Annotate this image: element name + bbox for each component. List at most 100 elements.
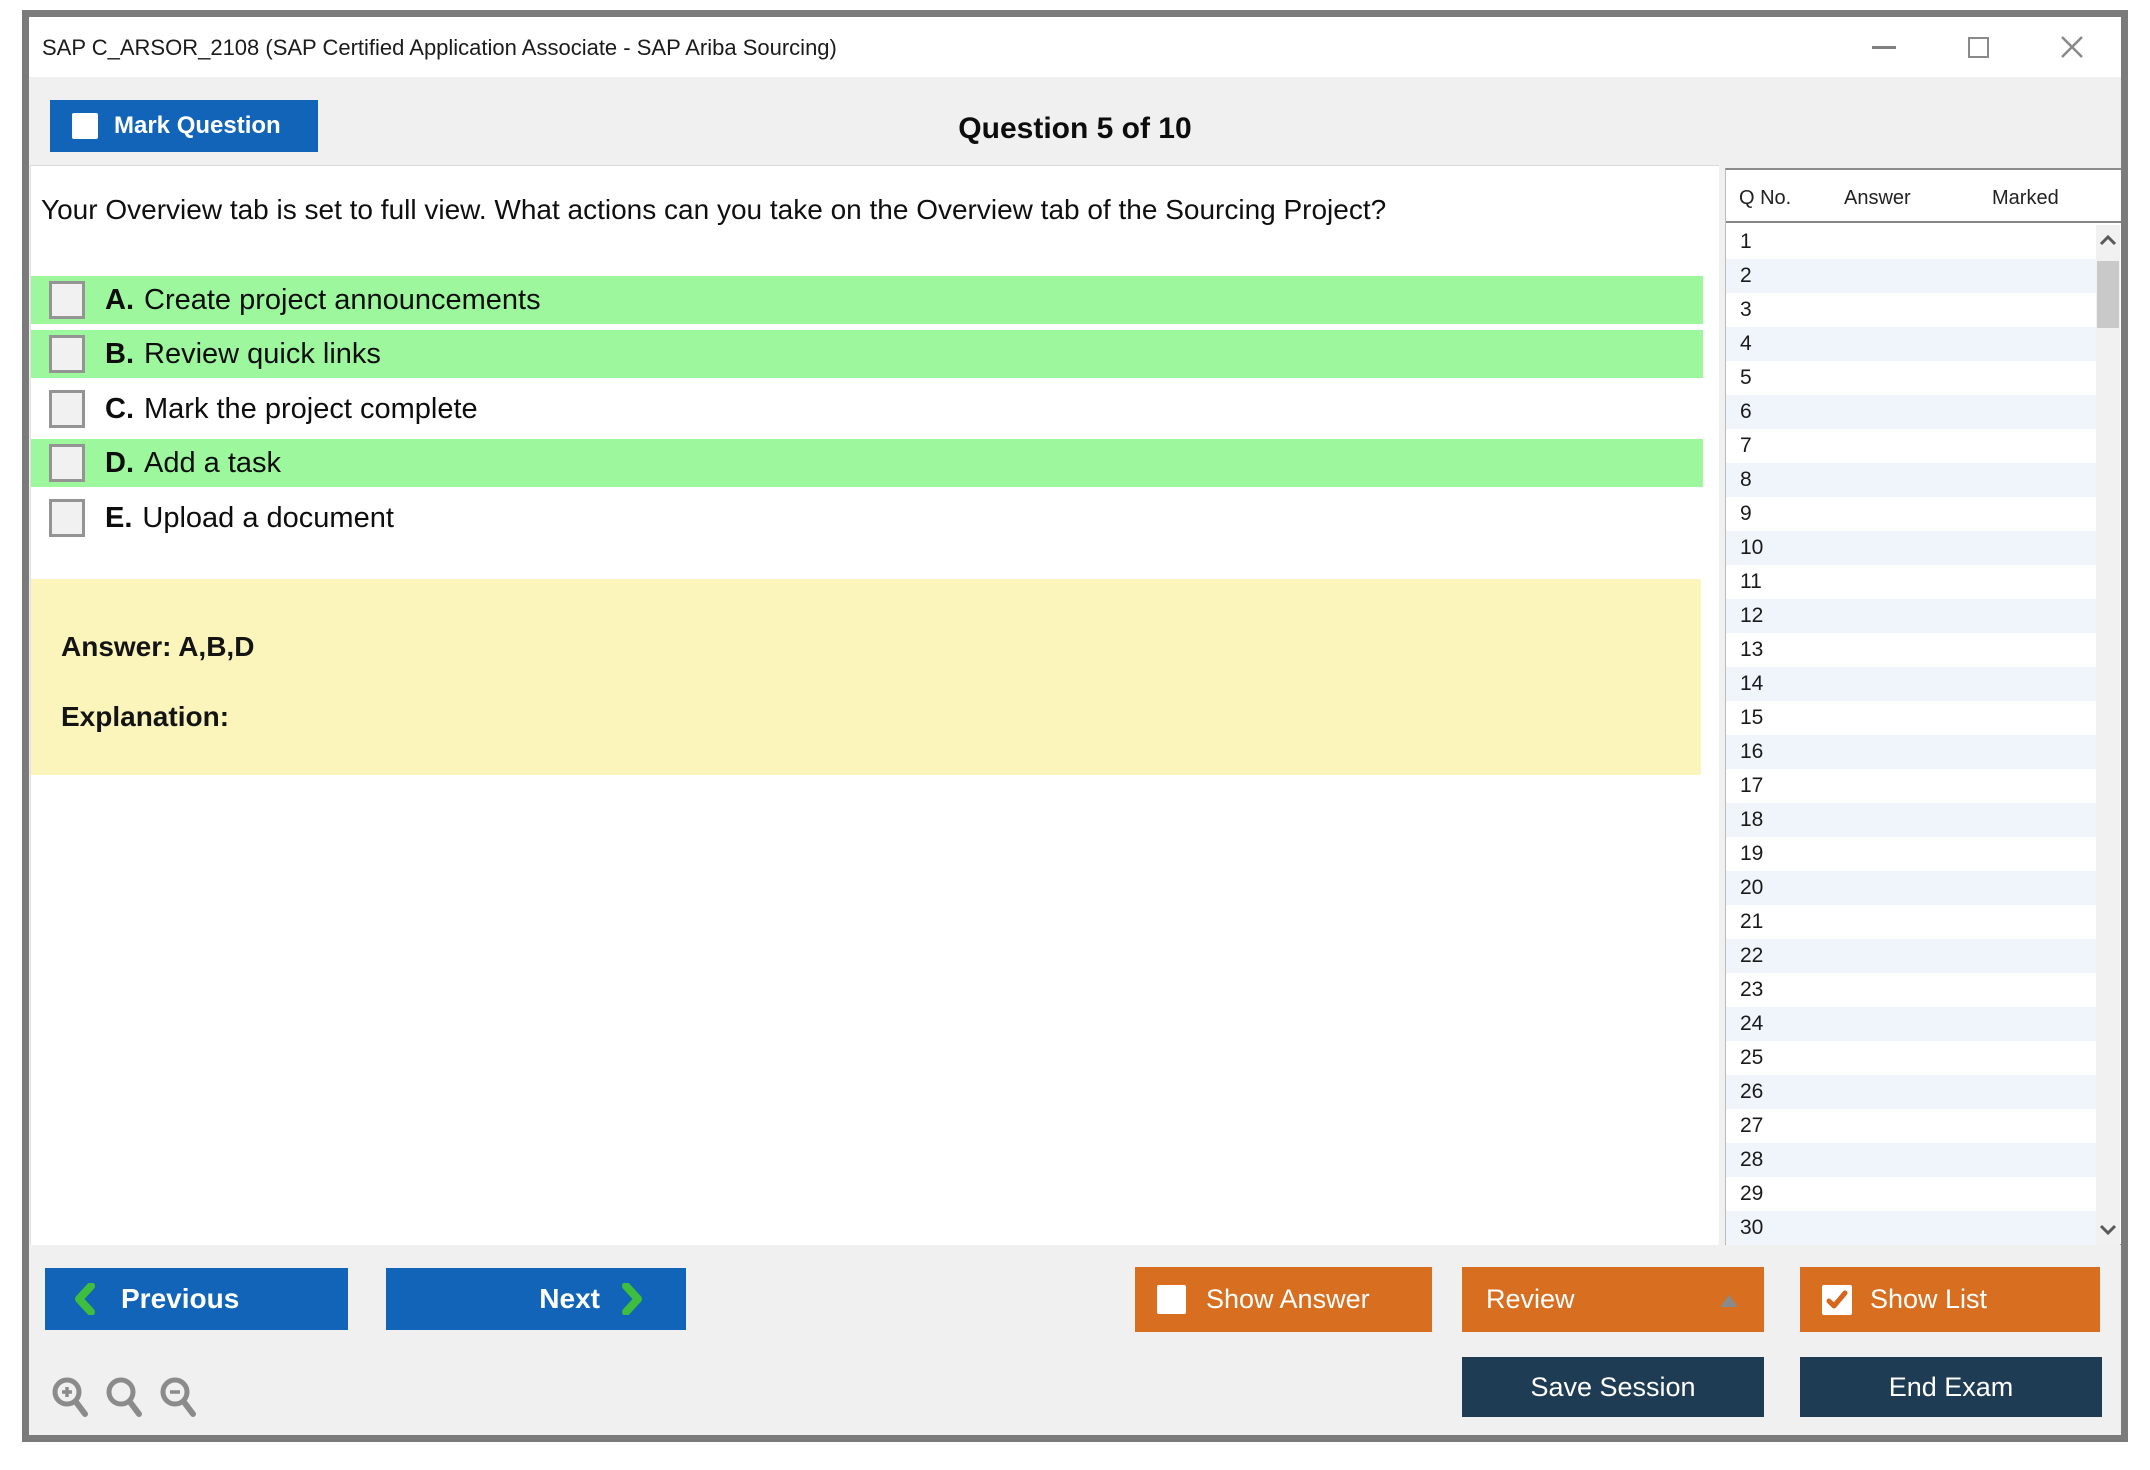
question-number: 16 xyxy=(1740,740,1764,763)
question-number: 13 xyxy=(1740,638,1764,661)
save-session-button[interactable]: Save Session xyxy=(1462,1357,1764,1417)
end-exam-label: End Exam xyxy=(1888,1371,2014,1402)
table-row[interactable]: 26 xyxy=(1726,1075,2096,1109)
table-row[interactable]: 23 xyxy=(1726,973,2096,1007)
show-list-button[interactable]: Show List xyxy=(1800,1267,2100,1332)
review-button[interactable]: Review xyxy=(1462,1267,1764,1332)
table-row[interactable]: 9 xyxy=(1726,497,2096,531)
title-bar: SAP C_ARSOR_2108 (SAP Certified Applicat… xyxy=(29,17,2121,77)
answer-explanation-box: Answer: A,B,D Explanation: xyxy=(31,579,1701,775)
option-a[interactable]: A. Create project announcements xyxy=(31,276,1703,324)
question-number: 25 xyxy=(1740,1046,1764,1069)
question-number: 9 xyxy=(1740,502,1752,525)
question-number: 27 xyxy=(1740,1114,1764,1137)
question-number: 20 xyxy=(1740,876,1764,899)
option-e[interactable]: E. Upload a document xyxy=(31,494,1703,542)
table-row[interactable]: 8 xyxy=(1726,463,2096,497)
table-row[interactable]: 14 xyxy=(1726,667,2096,701)
show-list-label: Show List xyxy=(1870,1284,1988,1314)
question-number: 3 xyxy=(1740,298,1752,321)
question-number: 2 xyxy=(1740,264,1752,287)
save-session-label: Save Session xyxy=(1530,1371,1696,1402)
table-row[interactable]: 18 xyxy=(1726,803,2096,837)
chevron-down-icon xyxy=(2099,1224,2117,1236)
option-c[interactable]: C. Mark the project complete xyxy=(31,385,1703,433)
end-exam-button[interactable]: End Exam xyxy=(1800,1357,2102,1417)
chevron-up-icon xyxy=(2099,234,2117,246)
table-row[interactable]: 17 xyxy=(1726,769,2096,803)
table-row[interactable]: 6 xyxy=(1726,395,2096,429)
table-row[interactable]: 29 xyxy=(1726,1177,2096,1211)
scroll-up-button[interactable] xyxy=(2096,227,2120,253)
table-row[interactable]: 24 xyxy=(1726,1007,2096,1041)
option-d-text: D. Add a task xyxy=(105,446,282,479)
question-number: 28 xyxy=(1740,1148,1764,1171)
show-answer-checkbox[interactable] xyxy=(1157,1285,1186,1314)
mark-question-button[interactable]: Mark Question xyxy=(50,100,318,152)
scroll-down-button[interactable] xyxy=(2096,1217,2120,1243)
table-row[interactable]: 28 xyxy=(1726,1143,2096,1177)
maximize-icon xyxy=(1967,36,1989,58)
maximize-button[interactable] xyxy=(1963,32,1993,62)
table-row[interactable]: 12 xyxy=(1726,599,2096,633)
question-text: Your Overview tab is set to full view. W… xyxy=(41,194,1387,225)
table-row[interactable]: 22 xyxy=(1726,939,2096,973)
question-number: 15 xyxy=(1740,706,1764,729)
question-number: 29 xyxy=(1740,1182,1764,1205)
zoom-out-icon[interactable] xyxy=(158,1375,200,1419)
table-row[interactable]: 4 xyxy=(1726,327,2096,361)
show-answer-button[interactable]: Show Answer xyxy=(1135,1267,1432,1332)
show-list-checkbox[interactable] xyxy=(1822,1284,1852,1315)
table-row[interactable]: 13 xyxy=(1726,633,2096,667)
question-number: 4 xyxy=(1740,332,1752,355)
option-a-text: A. Create project announcements xyxy=(105,283,541,316)
zoom-toolbar xyxy=(50,1375,200,1419)
question-number: 1 xyxy=(1740,230,1752,253)
question-number: 7 xyxy=(1740,434,1752,457)
option-e-checkbox[interactable] xyxy=(49,499,85,537)
table-row[interactable]: 2 xyxy=(1726,259,2096,293)
zoom-in-icon[interactable] xyxy=(50,1375,92,1419)
zoom-reset-icon[interactable] xyxy=(104,1375,146,1419)
table-row[interactable]: 1 xyxy=(1726,225,2096,259)
option-b[interactable]: B. Review quick links xyxy=(31,330,1703,378)
column-header-answer: Answer xyxy=(1844,187,1911,209)
table-row[interactable]: 11 xyxy=(1726,565,2096,599)
table-row[interactable]: 15 xyxy=(1726,701,2096,735)
mark-question-checkbox[interactable] xyxy=(72,113,98,139)
table-row[interactable]: 7 xyxy=(1726,429,2096,463)
question-list-scrollbar[interactable] xyxy=(2096,225,2120,1245)
table-row[interactable]: 20 xyxy=(1726,871,2096,905)
table-row[interactable]: 5 xyxy=(1726,361,2096,395)
next-button[interactable]: Next xyxy=(386,1268,686,1330)
minimize-button[interactable] xyxy=(1869,32,1899,62)
option-a-checkbox[interactable] xyxy=(49,281,85,319)
question-panel: Your Overview tab is set to full view. W… xyxy=(30,165,1719,1245)
scrollbar-thumb[interactable] xyxy=(2097,261,2119,328)
question-list-header: Q No. Answer Marked xyxy=(1726,170,2121,223)
question-number: 19 xyxy=(1740,842,1764,865)
question-number: 17 xyxy=(1740,774,1764,797)
option-d[interactable]: D. Add a task xyxy=(31,439,1703,487)
table-row[interactable]: 25 xyxy=(1726,1041,2096,1075)
table-row[interactable]: 16 xyxy=(1726,735,2096,769)
question-number: 8 xyxy=(1740,468,1752,491)
question-counter: Question 5 of 10 xyxy=(958,112,1192,145)
table-row[interactable]: 27 xyxy=(1726,1109,2096,1143)
question-list-panel: Q No. Answer Marked 1 2 3 4 5 6 7 8 9 10 11 12 13 14 1… xyxy=(1725,168,2121,1245)
triangle-up-icon xyxy=(1720,1295,1738,1307)
table-row[interactable]: 10 xyxy=(1726,531,2096,565)
option-b-checkbox[interactable] xyxy=(49,335,85,373)
column-header-qno: Q No. xyxy=(1739,187,1792,209)
previous-button[interactable]: Previous xyxy=(45,1268,348,1330)
previous-label: Previous xyxy=(121,1283,240,1314)
table-row[interactable]: 30 xyxy=(1726,1211,2096,1245)
table-row[interactable]: 3 xyxy=(1726,293,2096,327)
table-row[interactable]: 21 xyxy=(1726,905,2096,939)
close-button[interactable] xyxy=(2057,32,2087,62)
option-c-checkbox[interactable] xyxy=(49,390,85,428)
table-row[interactable]: 19 xyxy=(1726,837,2096,871)
question-number: 24 xyxy=(1740,1012,1764,1035)
option-d-checkbox[interactable] xyxy=(49,444,85,482)
